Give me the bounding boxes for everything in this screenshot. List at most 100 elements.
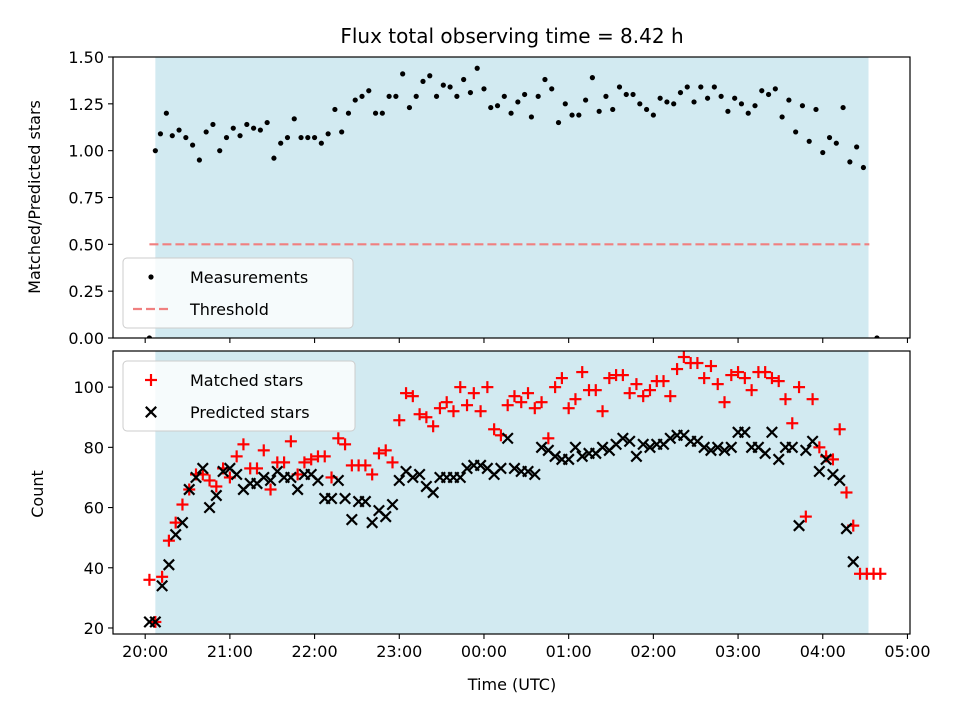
data-point-dot-89 — [745, 110, 751, 116]
data-point-dot-56 — [522, 91, 528, 98]
data-point-dot-42 — [427, 73, 433, 79]
data-point-dot-78 — [671, 101, 677, 107]
x-tick-label: 23:00 — [376, 642, 422, 661]
data-point-dot-106 — [860, 164, 867, 171]
x-tick-label: 02:00 — [630, 642, 676, 661]
data-point-x-34-b — [372, 504, 385, 517]
y-tick-label: 1.00 — [68, 142, 104, 161]
data-point-x-21-b — [284, 471, 297, 484]
data-point-x-84 — [711, 441, 724, 454]
data-point-x-42-b — [427, 486, 440, 499]
data-point-plus-50 — [481, 381, 494, 394]
x-tick-label: 03:00 — [715, 642, 761, 661]
data-point-x-72 — [630, 450, 643, 463]
data-point-plus-53 — [501, 399, 514, 412]
data-point-dot-91 — [759, 88, 765, 94]
data-point-plus-83 — [704, 360, 717, 373]
data-point-plus-63 — [569, 393, 582, 406]
data-point-dot-73 — [637, 101, 643, 107]
data-point-x-52 — [494, 462, 507, 475]
data-point-x-103 — [840, 522, 853, 535]
data-point-x-79-b — [677, 429, 690, 442]
data-point-plus-72 — [630, 378, 643, 391]
data-point-dot-71 — [623, 91, 629, 98]
legend-marker — [145, 374, 157, 386]
data-point-plus-14 — [237, 438, 250, 451]
data-point-x-46 — [454, 471, 467, 484]
data-point-x-101-b — [826, 468, 839, 481]
legend-marker-b — [145, 406, 157, 418]
y-tick-label: 20 — [84, 619, 104, 638]
data-point-x-10-b — [210, 489, 223, 502]
data-point-x-97-b — [799, 444, 812, 457]
legend-label: Threshold — [189, 300, 269, 319]
data-point-dot-83 — [704, 95, 711, 101]
data-point-x-96 — [793, 519, 806, 532]
data-point-x-53-b — [501, 432, 514, 445]
data-point-x-102-b — [833, 474, 846, 487]
data-point-x-67 — [596, 441, 609, 454]
data-point-plus-59 — [542, 432, 555, 445]
data-point-dot-18 — [264, 119, 270, 126]
data-point-x-83-b — [704, 444, 717, 457]
data-point-plus-55 — [515, 396, 528, 409]
data-point-x-29 — [339, 492, 352, 505]
data-point-dot-13 — [230, 125, 236, 131]
data-point-plus-89 — [745, 384, 758, 397]
data-point-x-5 — [176, 516, 189, 529]
data-point-x-92-b — [765, 426, 778, 439]
data-point-dot-15 — [244, 121, 250, 128]
data-point-dot-36 — [386, 93, 392, 99]
data-point-dot-101 — [826, 134, 833, 141]
data-point-x-35-b — [379, 510, 392, 523]
data-point-dot-6 — [183, 134, 189, 141]
data-point-dot-16 — [250, 125, 257, 131]
data-point-plus-38 — [400, 387, 413, 400]
data-point-x-86 — [725, 441, 738, 454]
data-point-x-46-b — [454, 471, 467, 484]
data-point-x-39-b — [406, 471, 419, 484]
data-point-dot-67 — [596, 108, 602, 114]
data-point-x-18 — [264, 474, 277, 487]
data-point-plus-64 — [576, 366, 589, 379]
data-point-x-13-b — [230, 468, 243, 481]
data-point-dot-77 — [664, 99, 670, 105]
data-point-dot-12 — [223, 134, 230, 141]
data-point-plus-62 — [562, 402, 575, 415]
data-point-dot-90 — [752, 103, 758, 109]
x-tick-label: 20:00 — [122, 642, 168, 661]
data-point-x-33-b — [366, 516, 379, 529]
data-point-dot-54 — [508, 110, 514, 116]
data-point-x-85-b — [718, 444, 731, 457]
data-point-plus-28 — [332, 432, 345, 445]
data-point-plus-0 — [143, 573, 156, 586]
data-point-dot-88 — [738, 101, 745, 107]
data-point-dot-98 — [806, 138, 812, 144]
legend-marker — [145, 406, 157, 418]
data-point-x-27-b — [325, 492, 338, 505]
markers-group — [146, 65, 880, 338]
data-point-x-54-b — [508, 462, 521, 475]
data-point-plus-24 — [305, 453, 318, 466]
data-point-plus-88 — [738, 372, 751, 385]
legend: Measurements Threshold — [122, 257, 354, 329]
data-point-dot-58 — [535, 93, 541, 99]
count-panel: 20:00 21:00 22:00 23:00 00:00 01:00 02:00 03:00… — [73, 350, 931, 661]
data-point-x-96-b — [793, 519, 806, 532]
data-point-dot-43 — [433, 93, 440, 99]
data-point-x-90-b — [752, 441, 765, 454]
data-point-dot-97 — [799, 103, 806, 109]
data-point-x-30 — [345, 513, 358, 526]
data-point-dot-41 — [420, 78, 426, 84]
data-point-plus-58 — [535, 396, 548, 409]
data-point-dot-86 — [725, 108, 731, 114]
x-tick-label: 00:00 — [461, 642, 507, 661]
data-point-x-59-b — [542, 444, 555, 457]
data-point-x-32 — [359, 495, 372, 508]
data-point-dot-66 — [589, 75, 595, 81]
data-point-dot-100 — [820, 149, 826, 156]
markers-group — [143, 351, 887, 628]
bottom-y-axis-label: Count — [28, 470, 47, 518]
data-point-plus-85 — [718, 396, 731, 409]
data-point-x-56-b — [522, 465, 534, 478]
